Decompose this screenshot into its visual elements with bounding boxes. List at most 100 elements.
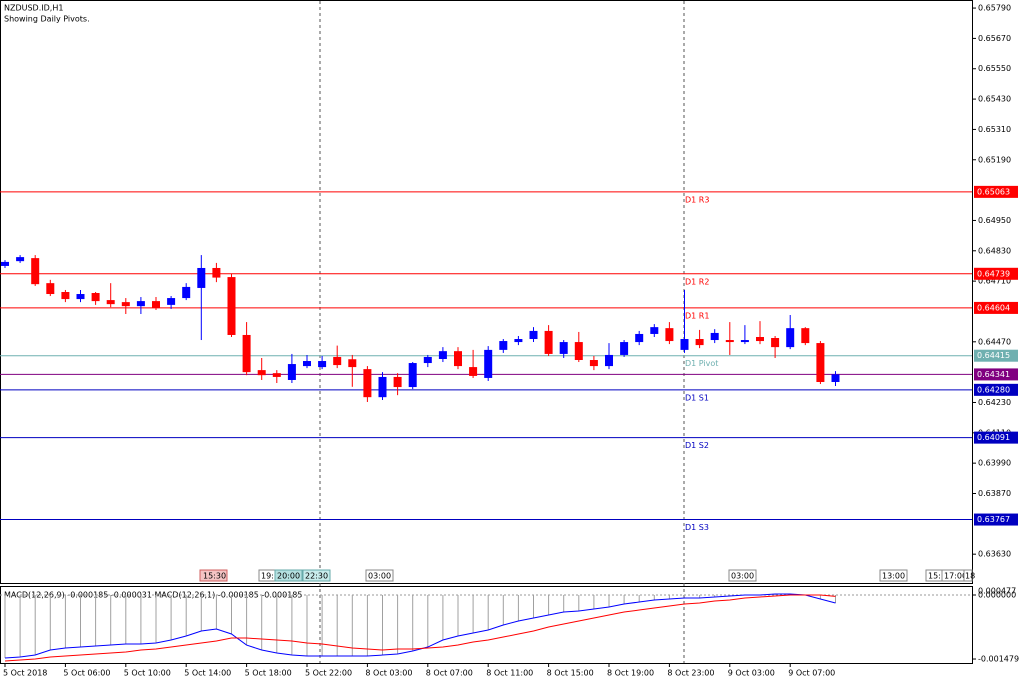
- candle-body: [650, 327, 659, 334]
- y-tick-label: -0.001479: [978, 655, 1019, 664]
- y-tick-label: 0.65310: [978, 125, 1011, 134]
- price-frame: [0, 0, 973, 584]
- candle-body: [771, 338, 780, 348]
- y-tick-label: 0.000000: [978, 591, 1016, 600]
- price-label: 0.63767: [977, 515, 1010, 524]
- candle-body: [816, 343, 825, 383]
- x-tick-label: 8 Oct 15:00: [547, 669, 594, 678]
- candle-body: [227, 277, 236, 335]
- candle-body: [801, 328, 810, 344]
- candle-body: [1, 261, 9, 266]
- candle-body: [831, 374, 840, 383]
- time-tags: 15:30 19: 20:00 22:30 03:00 03:00 13:00 …: [199, 569, 975, 582]
- candle-body: [635, 333, 644, 343]
- y-tick-label: 0.64830: [978, 246, 1011, 255]
- candle-body: [106, 300, 115, 305]
- candle-body: [786, 328, 795, 348]
- candle-body: [469, 367, 478, 376]
- time-tag: 15:30: [203, 572, 226, 581]
- candle-body: [499, 341, 508, 350]
- price-label-box: [974, 267, 1018, 280]
- pivot-label: D1 Pivot: [685, 359, 718, 368]
- pivot-label: D1 S1: [685, 393, 709, 402]
- price-label: 0.64091: [977, 433, 1010, 442]
- macd-frame: [0, 586, 973, 664]
- candle-body: [197, 267, 206, 288]
- y-tick-label: 0.65190: [978, 155, 1011, 164]
- x-tick-label: 8 Oct 11:00: [486, 669, 533, 678]
- candle-body: [605, 354, 613, 367]
- time-tag: 15:: [928, 572, 941, 581]
- macd-max-label: 0.000477: [978, 587, 1016, 596]
- candle-body: [121, 302, 130, 307]
- candle-body: [514, 339, 523, 343]
- time-tag: 03:00: [368, 572, 391, 581]
- x-tick-label: 5 Oct 10:00: [124, 669, 171, 678]
- time-tag-box: [728, 569, 757, 582]
- candle-body: [61, 291, 70, 300]
- price-label-box: [974, 383, 1018, 396]
- candle-body: [363, 369, 372, 398]
- x-tick-label: 5 Oct 22:00: [305, 669, 352, 678]
- y-tick-label: 0.64470: [978, 337, 1011, 346]
- y-tick-label: 0.64710: [978, 277, 1011, 286]
- x-tick-label: 8 Oct 07:00: [426, 669, 473, 678]
- pivot-label: D1 R1: [685, 311, 709, 320]
- candle-body: [91, 293, 100, 302]
- price-label: 0.65063: [977, 187, 1010, 196]
- time-tag: 13:00: [882, 572, 905, 581]
- time-tag: 22:30: [305, 572, 328, 581]
- candle-body: [272, 373, 281, 377]
- x-tick-label: 9 Oct 03:00: [728, 669, 775, 678]
- time-tag-box: [963, 569, 973, 582]
- time-tag: 20:00: [277, 572, 300, 581]
- x-tick-label: 8 Oct 23:00: [667, 669, 714, 678]
- candle-body: [680, 339, 689, 350]
- y-tick-label: 0.65550: [978, 64, 1011, 73]
- y-tick-label: 0.63990: [978, 459, 1011, 468]
- candle-body: [756, 336, 764, 342]
- time-tag: 18: [965, 572, 975, 581]
- candle-body: [136, 301, 145, 307]
- candle-body: [16, 257, 25, 262]
- pivot-label: D1 R2: [685, 277, 709, 286]
- candle-body: [303, 361, 311, 367]
- price-label: 0.64415: [977, 351, 1010, 360]
- candle-body: [242, 334, 251, 373]
- candle-body: [695, 339, 704, 346]
- candle-body: [529, 330, 538, 340]
- candle-body: [559, 342, 568, 354]
- time-tag-box: [879, 569, 908, 582]
- price-label-box: [974, 185, 1018, 198]
- chart-subtitle: Showing Daily Pivots.: [4, 15, 90, 24]
- candle-body: [333, 356, 342, 366]
- pivot-label: D1 R3: [685, 195, 709, 204]
- candle-body: [665, 328, 674, 342]
- time-tag: 17:00: [944, 572, 967, 581]
- y-tick-label: 0.65790: [978, 4, 1011, 13]
- candle-body: [76, 294, 85, 300]
- price-label: 0.64280: [977, 385, 1010, 394]
- y-tick-label: 0.65670: [978, 34, 1011, 43]
- x-tick-label: 8 Oct 03:00: [365, 669, 412, 678]
- candle-body: [46, 283, 55, 295]
- candle-body: [182, 286, 191, 299]
- candle-body: [589, 360, 598, 367]
- chart-title: NZDUSD.ID,H1: [4, 4, 63, 13]
- time-tag: 03:00: [731, 572, 754, 581]
- candle-body: [348, 359, 357, 368]
- time-tag-box: [274, 569, 303, 582]
- price-label: 0.64604: [977, 303, 1010, 312]
- candle-body: [423, 356, 432, 364]
- x-tick-label: 9 Oct 07:00: [788, 669, 835, 678]
- price-label-box: [974, 349, 1018, 362]
- candle-body: [31, 258, 40, 285]
- candle-body: [318, 361, 327, 368]
- candle-body: [574, 342, 583, 361]
- x-tick-label: 8 Oct 19:00: [607, 669, 654, 678]
- price-label-box: [974, 368, 1018, 381]
- candle-body: [152, 301, 160, 308]
- candle-body: [725, 340, 734, 343]
- y-tick-label: 0.64950: [978, 216, 1011, 225]
